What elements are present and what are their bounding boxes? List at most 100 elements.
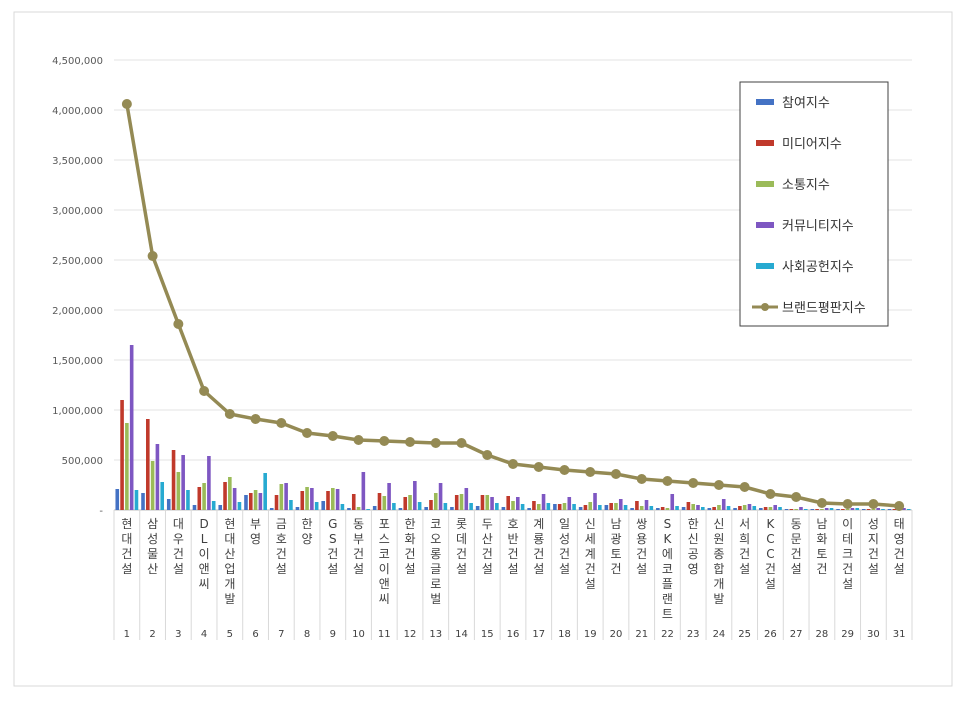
bar: [387, 483, 391, 510]
y-tick-label: 500,000: [62, 456, 103, 467]
bar: [773, 505, 778, 510]
bar: [438, 483, 443, 510]
bar: [269, 508, 274, 510]
bar: [310, 488, 314, 510]
bar: [321, 501, 326, 510]
bar: [248, 493, 253, 510]
x-axis: 현 대 건 설 1 삼 성 물 산 2 대 우 건 설 3 D L 이 앤 씨 4 현 대 산 업 개 발 5 부 영 6 금 호 건 설 7 한 양 8 G…: [113, 510, 913, 640]
line-point: [147, 251, 158, 261]
bar: [644, 500, 649, 510]
bar: [829, 508, 834, 510]
x-rank-label: 17: [532, 629, 545, 640]
x-rank-label: 10: [352, 629, 365, 640]
bar: [866, 509, 871, 510]
x-rank-label: 15: [481, 629, 494, 640]
line-point: [405, 437, 416, 447]
x-rank-label: 6: [252, 629, 258, 640]
legend-swatch: [756, 181, 774, 187]
bar: [356, 507, 361, 510]
bar: [366, 509, 370, 510]
x-rank-label: 7: [278, 629, 284, 640]
bar: [417, 502, 422, 510]
bar: [527, 508, 531, 510]
bar: [598, 505, 602, 510]
bar: [516, 497, 520, 510]
bar: [340, 504, 345, 510]
bar: [443, 503, 448, 510]
bar: [295, 507, 300, 510]
bar: [752, 506, 757, 510]
bar: [810, 509, 815, 510]
x-rank-label: 14: [455, 629, 468, 640]
bar: [115, 489, 120, 510]
bar: [166, 499, 171, 510]
y-tick-label: 4,500,000: [52, 56, 103, 67]
line-point: [353, 435, 364, 445]
line-point: [713, 480, 724, 490]
line-point: [482, 450, 493, 460]
line-point: [508, 459, 518, 469]
bar: [778, 507, 782, 510]
bar: [906, 509, 911, 510]
bar: [696, 505, 700, 510]
legend-marker: [761, 303, 769, 311]
x-rank-label: 23: [687, 629, 700, 640]
line-point: [559, 465, 570, 475]
line-point: [533, 462, 544, 472]
line-point: [250, 414, 261, 424]
bar: [609, 503, 613, 510]
legend-swatch: [756, 263, 774, 269]
bar: [686, 502, 691, 510]
bar: [799, 507, 803, 510]
bar: [450, 507, 454, 510]
bar: [738, 506, 742, 510]
bar: [784, 509, 789, 510]
bar: [520, 504, 525, 510]
x-rank-label: 26: [764, 629, 777, 640]
bar: [820, 509, 824, 510]
line-point: [868, 499, 879, 509]
bar: [815, 509, 819, 510]
y-tick-label: 4,000,000: [52, 106, 103, 117]
bar: [618, 499, 623, 510]
bar: [553, 504, 557, 510]
bar: [506, 496, 510, 510]
line-point: [662, 476, 673, 486]
bar: [429, 500, 433, 510]
line-point: [894, 501, 905, 511]
bar: [712, 507, 716, 510]
line-point: [121, 99, 132, 109]
bar: [733, 508, 737, 510]
bar: [211, 501, 216, 510]
bar: [413, 481, 417, 510]
bar: [300, 491, 305, 510]
line-point: [327, 431, 338, 441]
bar: [861, 509, 866, 510]
line-point: [610, 469, 621, 479]
x-rank-label: 24: [713, 629, 726, 640]
bar: [841, 509, 845, 510]
legend-label: 브랜드평판지수: [782, 301, 866, 316]
bar: [335, 489, 340, 510]
bar: [855, 508, 860, 510]
bar: [700, 507, 705, 510]
bar: [614, 503, 618, 510]
line-point: [585, 467, 596, 477]
bar: [639, 506, 644, 510]
y-tick-label: 2,500,000: [52, 256, 103, 267]
bar: [146, 419, 150, 510]
bar: [244, 495, 248, 510]
bar: [630, 508, 634, 510]
bar: [794, 509, 798, 510]
bar: [197, 487, 202, 510]
